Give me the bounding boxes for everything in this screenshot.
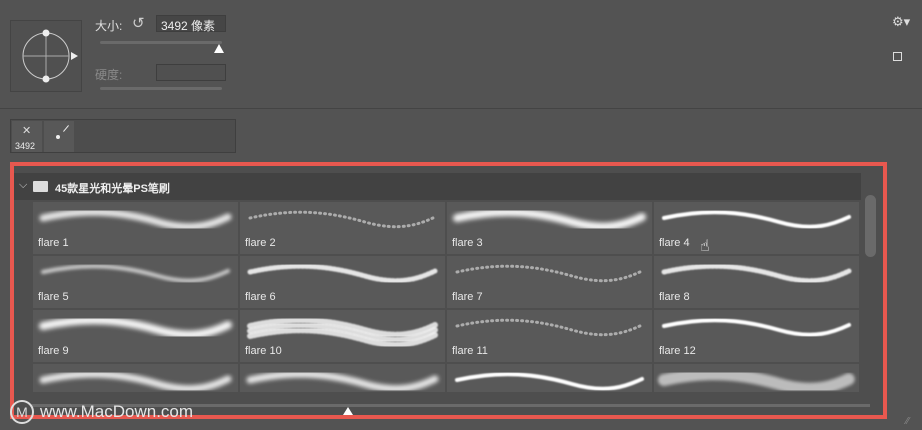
brush-name: flare 8 <box>659 291 690 303</box>
gear-icon[interactable]: ⚙▾ <box>892 14 911 29</box>
brush-preset[interactable]: flare 10 <box>240 310 445 362</box>
recent-brush-size: 3492 <box>15 141 36 151</box>
brush-stroke-preview <box>662 210 851 229</box>
brush-preset[interactable]: flare 3 <box>447 202 652 254</box>
brush-name: flare 4 <box>659 237 690 249</box>
size-slider-handle[interactable] <box>214 44 224 53</box>
size-label: 大小: <box>95 19 123 33</box>
reset-size-icon[interactable]: ↺ <box>132 15 145 32</box>
brush-name: flare 5 <box>38 291 69 303</box>
hardness-slider <box>100 87 222 90</box>
brush-name: flare 6 <box>245 291 276 303</box>
size-slider[interactable] <box>100 41 222 44</box>
vertical-scrollbar[interactable] <box>865 195 876 257</box>
brush-stroke-preview <box>661 263 852 284</box>
hardness-input <box>156 64 226 81</box>
brush-stroke-preview <box>453 208 646 231</box>
brush-stroke-preview <box>455 372 644 391</box>
new-brush-icon[interactable] <box>893 52 902 61</box>
brush-preset[interactable]: flare 6 <box>240 256 445 308</box>
group-name: 45款星光和光晕PS笔刷 <box>55 183 170 195</box>
brush-stroke-preview <box>39 316 232 339</box>
brush-name: flare 7 <box>452 291 483 303</box>
brush-preset[interactable]: flare 8 <box>654 256 859 308</box>
brush-angle-icon <box>22 29 78 83</box>
brush-preset[interactable]: flare 7 <box>447 256 652 308</box>
brush-name: flare 10 <box>245 345 282 357</box>
brush-preset[interactable]: flare 4 <box>654 202 859 254</box>
brush-stroke-preview <box>247 263 438 284</box>
thumbnail-size-handle[interactable] <box>343 407 353 415</box>
brush-stroke-preview <box>248 210 437 229</box>
brush-stroke-preview <box>662 318 851 337</box>
resize-grip-icon[interactable]: ⁄⁄ <box>906 416 910 427</box>
recent-brush-1[interactable]: ✕ 3492 <box>12 121 42 152</box>
brush-preset[interactable] <box>33 364 238 393</box>
recent-brushes: ✕ 3492 <box>10 119 236 153</box>
brush-stroke-preview <box>39 370 232 393</box>
thumbnail-size-slider[interactable] <box>30 404 870 407</box>
brush-preset[interactable]: flare 1 <box>33 202 238 254</box>
brush-preset[interactable]: flare 2 <box>240 202 445 254</box>
brush-name: flare 9 <box>38 345 69 357</box>
chevron-down-icon[interactable]: ⌵ <box>19 179 28 191</box>
hand-cursor-icon: ☝ <box>700 238 710 255</box>
brush-preset[interactable] <box>654 364 859 395</box>
highlight-frame <box>10 162 887 419</box>
brush-stroke-preview <box>247 327 438 348</box>
brush-preset[interactable]: flare 12 <box>654 310 859 362</box>
divider <box>0 108 922 109</box>
brush-stroke-preview <box>658 368 855 395</box>
watermark-logo: M <box>10 400 34 424</box>
brush-stroke-preview <box>39 208 232 231</box>
brush-stroke-preview <box>247 322 438 343</box>
folder-icon <box>33 181 48 192</box>
brush-tip-preview[interactable] <box>10 20 82 92</box>
hardness-label: 硬度: <box>95 68 123 82</box>
brush-name: flare 11 <box>452 345 488 357</box>
brush-name: flare 1 <box>38 237 69 249</box>
brush-preset[interactable] <box>447 364 652 392</box>
brush-name: flare 2 <box>245 237 276 249</box>
brush-name: flare 3 <box>452 237 483 249</box>
size-input[interactable]: 3492 像素 <box>156 15 226 33</box>
brush-preset[interactable]: flare 5 <box>33 256 238 308</box>
watermark-text: www.MacDown.com <box>40 402 194 421</box>
brush-name: flare 12 <box>659 345 696 357</box>
brush-group-header[interactable]: ⌵ 45款星光和光晕PS笔刷 <box>14 173 861 200</box>
brush-preset[interactable]: flare 11 <box>447 310 652 362</box>
brush-preset[interactable] <box>240 364 445 393</box>
brush-stroke-preview <box>247 317 438 338</box>
brush-stroke-preview <box>246 370 439 393</box>
brush-preset[interactable]: flare 9 <box>33 310 238 362</box>
brush-stroke-preview <box>41 264 230 283</box>
recent-brush-2[interactable] <box>44 121 74 152</box>
brush-stroke-preview <box>455 318 644 337</box>
brush-stroke-preview <box>455 264 644 283</box>
